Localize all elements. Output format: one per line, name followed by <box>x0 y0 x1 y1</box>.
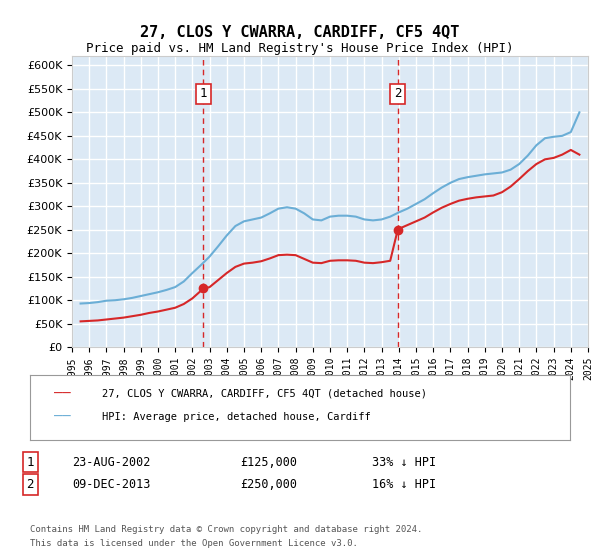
Text: 23-AUG-2002: 23-AUG-2002 <box>72 455 151 469</box>
Text: This data is licensed under the Open Government Licence v3.0.: This data is licensed under the Open Gov… <box>30 539 358 548</box>
Text: 09-DEC-2013: 09-DEC-2013 <box>72 478 151 491</box>
Text: 1: 1 <box>200 87 207 100</box>
Text: ——: —— <box>54 410 71 424</box>
Text: 16% ↓ HPI: 16% ↓ HPI <box>372 478 436 491</box>
Text: 27, CLOS Y CWARRA, CARDIFF, CF5 4QT: 27, CLOS Y CWARRA, CARDIFF, CF5 4QT <box>140 25 460 40</box>
Text: Contains HM Land Registry data © Crown copyright and database right 2024.: Contains HM Land Registry data © Crown c… <box>30 525 422 534</box>
Text: £125,000: £125,000 <box>240 455 297 469</box>
Text: 2: 2 <box>394 87 401 100</box>
Text: £250,000: £250,000 <box>240 478 297 491</box>
Text: 2: 2 <box>26 478 34 491</box>
Text: Price paid vs. HM Land Registry's House Price Index (HPI): Price paid vs. HM Land Registry's House … <box>86 42 514 55</box>
Text: 33% ↓ HPI: 33% ↓ HPI <box>372 455 436 469</box>
Text: 27, CLOS Y CWARRA, CARDIFF, CF5 4QT (detached house): 27, CLOS Y CWARRA, CARDIFF, CF5 4QT (det… <box>102 389 427 399</box>
Text: HPI: Average price, detached house, Cardiff: HPI: Average price, detached house, Card… <box>102 412 371 422</box>
Text: 1: 1 <box>26 455 34 469</box>
Text: ——: —— <box>54 386 71 401</box>
